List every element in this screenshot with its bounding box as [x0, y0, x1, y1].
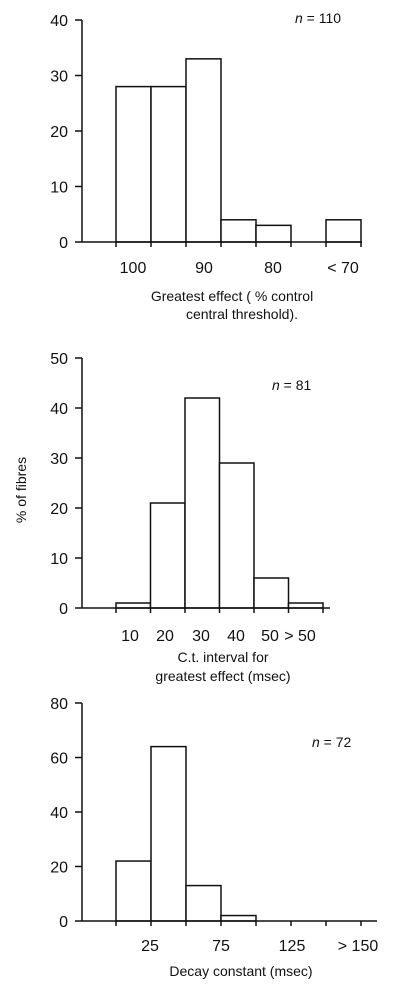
panel-3-n-label: n = 72 [312, 734, 352, 750]
panel-3-y-ticks: 0 20 40 60 80 [50, 696, 82, 931]
panel-3-y-tick-label-0: 0 [59, 914, 68, 931]
panel-1-x-tick-label-3: < 70 [327, 260, 359, 277]
panel-3-y-tick-label-3: 60 [50, 751, 68, 768]
panel-1-x-ticks: 100 90 80 < 70 [115, 242, 362, 277]
panel-2-x-tick-label-4: 50 [261, 628, 279, 645]
panel-3-x-ticks: 25 75 125 > 150 [115, 921, 379, 955]
panel-3-bar-2 [185, 884, 222, 922]
panel-2: 0 10 20 30 40 50 10 20 30 40 50 > 50 n = 81 C.t. i… [50, 351, 330, 684]
panel-1-y-tick-label-1: 10 [50, 180, 68, 197]
panel-1-x-tick-label-0: 100 [120, 260, 147, 277]
panel-1-y-tick-label-0: 0 [59, 235, 68, 252]
panel-1-n-label: n = 110 [295, 10, 341, 26]
panel-2-y-tick-label-0: 0 [59, 601, 68, 618]
panel-1-bar-2 [185, 58, 222, 243]
panel-3: 0 20 40 60 80 25 75 125 > 150 n = 72 Decay cons… [50, 696, 378, 979]
panel-1-y-ticks: 0 10 20 30 40 [50, 13, 82, 252]
panel-3-x-tick-label-3: > 150 [338, 938, 379, 955]
panel-2-y-tick-label-5: 50 [50, 351, 68, 368]
y-axis-label: % of fibres [13, 457, 29, 523]
panel-3-bar-1 [150, 745, 187, 922]
panel-1-x-label-line-2: central threshold). [186, 306, 298, 322]
panel-3-x-tick-label-0: 25 [141, 938, 159, 955]
panel-1-bar-0 [115, 85, 152, 243]
panel-3-bar-0 [115, 860, 152, 922]
panel-2-bar-4 [253, 577, 290, 609]
panel-2-y-ticks: 0 10 20 30 40 50 [50, 351, 82, 618]
panel-1-x-tick-label-2: 80 [264, 260, 282, 277]
panel-1-y-tick-label-4: 40 [50, 13, 68, 30]
panel-3-bars [115, 745, 257, 922]
panel-3-y-tick-label-4: 80 [50, 696, 68, 713]
panel-1-y-tick-label-2: 20 [50, 124, 68, 141]
panel-1-bar-6 [325, 219, 362, 243]
panel-1-bar-1 [150, 85, 187, 243]
panel-2-y-tick-label-1: 10 [50, 551, 68, 568]
panel-2-bar-2 [184, 397, 221, 609]
panel-2-n-label: n = 81 [272, 377, 312, 393]
panel-3-y-tick-label-2: 40 [50, 805, 68, 822]
panel-2-x-label-line-1: C.t. interval for [177, 649, 268, 665]
panel-1-x-label-line-1: Greatest effect ( % control [151, 288, 313, 304]
panel-2-x-tick-label-1: 20 [156, 628, 174, 645]
panel-2-x-label-line-2: greatest effect (msec) [155, 668, 290, 684]
panel-2-bars [115, 397, 324, 609]
panel-1-bar-4 [255, 224, 292, 243]
panel-2-x-tick-label-0: 10 [121, 628, 139, 645]
panel-2-bar-1 [149, 502, 186, 609]
panel-1-bar-3 [220, 219, 257, 243]
panel-2-x-tick-label-5: > 50 [284, 628, 316, 645]
panel-3-x-label-line-1: Decay constant (msec) [169, 963, 312, 979]
panel-2-x-ticks: 10 20 30 40 50 > 50 [115, 608, 324, 645]
panel-2-x-tick-label-3: 40 [227, 628, 245, 645]
panel-2-y-tick-label-3: 30 [50, 451, 68, 468]
panel-3-x-tick-label-1: 75 [212, 938, 230, 955]
panel-1: 0 10 20 30 40 100 90 80 < 70 n = 110 Greatest e… [50, 10, 362, 322]
panel-2-x-tick-label-2: 30 [192, 628, 210, 645]
panel-3-y-tick-label-1: 20 [50, 860, 68, 877]
panel-3-bar-3 [220, 914, 257, 922]
panel-1-y-tick-label-3: 30 [50, 69, 68, 86]
panel-2-y-tick-label-4: 40 [50, 401, 68, 418]
panel-1-bars [115, 58, 362, 243]
panel-2-bar-3 [218, 462, 255, 609]
panel-3-x-tick-label-2: 125 [279, 938, 306, 955]
panel-1-x-tick-label-1: 90 [195, 260, 213, 277]
panel-2-y-tick-label-2: 20 [50, 501, 68, 518]
